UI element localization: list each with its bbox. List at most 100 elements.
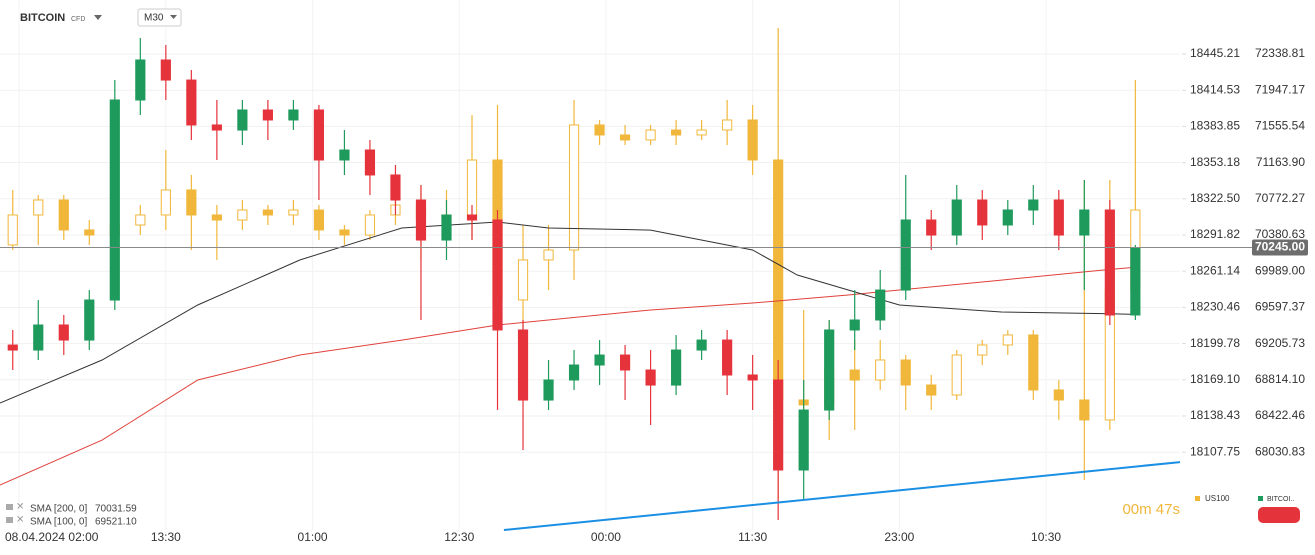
timeframe-select[interactable] — [137, 8, 182, 27]
candle-body — [543, 249, 554, 261]
candle-body — [466, 214, 478, 221]
candle-body — [186, 189, 197, 216]
candle-body — [696, 129, 707, 136]
candle-body — [1104, 209, 1115, 316]
candle-body — [58, 324, 69, 341]
candle-body — [313, 209, 325, 231]
candle-body — [1053, 199, 1064, 236]
timeframe[interactable]: M30 — [144, 13, 164, 24]
sma-line — [0, 221, 1136, 404]
candle-body — [211, 214, 222, 221]
candle-body — [1028, 334, 1039, 391]
candle-body — [1130, 247, 1141, 316]
x-tick-label: 11:30 — [738, 530, 767, 544]
candle-body — [543, 379, 554, 401]
candle-body — [1079, 209, 1090, 236]
candle-body — [313, 109, 325, 161]
candle-body — [926, 219, 937, 236]
axes: 72338.81 71947.17 71555.54 71163.90 70772.27… — [0, 46, 1308, 544]
candle-body — [160, 59, 171, 81]
candle-body — [849, 319, 860, 331]
y-tick-label: 72338.81 — [1255, 46, 1305, 60]
y2-tick-label: 18107.75 — [1190, 444, 1240, 458]
trendline — [503, 461, 1181, 531]
candle-body — [773, 379, 784, 471]
candle-body — [492, 219, 503, 331]
x-tick-label: 13:30 — [151, 530, 181, 544]
toolbar: BITCOIN CFD M30 — [20, 8, 182, 27]
candle-body — [262, 209, 273, 216]
candle-body — [926, 384, 937, 396]
y-tick-label: 71947.17 — [1255, 82, 1305, 96]
candle-body — [1002, 209, 1013, 226]
indicator-value: 69521.10 — [95, 517, 137, 528]
candle-body — [33, 324, 44, 351]
candle-body — [135, 59, 146, 101]
indicator-name: SMA [100, 0] — [30, 517, 87, 528]
candle-body — [109, 99, 120, 301]
indicator-name: SMA [200, 0] — [30, 504, 87, 515]
indicator-close[interactable]: ✕ — [16, 502, 24, 513]
y2-tick-label: 18291.82 — [1190, 227, 1240, 241]
candle-body — [849, 369, 860, 381]
x-tick-label: 08.04.2024 02:00 — [5, 530, 99, 544]
indicator-icon[interactable] — [6, 504, 13, 510]
candle-timer: 00m 47s — [1122, 501, 1180, 518]
grid — [0, 0, 1180, 530]
candle-body — [568, 124, 580, 251]
candle-body — [977, 344, 988, 356]
y2-tick-label: 18230.46 — [1190, 300, 1240, 314]
candle-body — [135, 214, 146, 226]
y2-tick-label: 18322.50 — [1190, 191, 1240, 205]
plot-area — [0, 27, 1181, 531]
x-tick-label: 12:30 — [444, 530, 474, 544]
candle-body — [339, 149, 350, 161]
candle-body — [671, 349, 682, 386]
x-tick-label: 00:00 — [591, 530, 621, 544]
indicator-legend: ✕ SMA [200, 0] 70031.59 ✕ SMA [100, 0] 6… — [6, 502, 137, 528]
candle-body — [747, 374, 758, 381]
y-tick-label: 69205.73 — [1255, 336, 1305, 350]
candle-body — [671, 129, 682, 136]
candle-body — [875, 359, 886, 381]
indicator-close[interactable]: ✕ — [16, 515, 24, 526]
y-tick-label: 71163.90 — [1256, 155, 1305, 169]
x-tick-label: 23:00 — [884, 530, 914, 544]
candle-body — [951, 199, 962, 236]
y2-tick-label: 18138.43 — [1190, 408, 1240, 422]
y2-tick-label: 18383.85 — [1190, 119, 1240, 133]
legend-swatch — [1195, 496, 1200, 501]
y-tick-label: 68814.10 — [1255, 372, 1305, 386]
y-tick-label: 69989.00 — [1255, 263, 1305, 277]
sell-button[interactable] — [1258, 507, 1300, 523]
y2-tick-label: 18445.21 — [1190, 46, 1240, 60]
candle-body — [1028, 199, 1039, 211]
candle-body — [977, 199, 988, 226]
candle-body — [84, 299, 95, 341]
x-tick-label: 10:30 — [1031, 530, 1061, 544]
y-tick-label: 68030.83 — [1255, 444, 1305, 458]
y2-tick-label: 18414.53 — [1190, 82, 1240, 96]
dropdown-caret[interactable] — [94, 15, 102, 20]
symbol-type: CFD — [71, 16, 85, 23]
candle-body — [339, 229, 350, 236]
candle-body — [594, 354, 605, 366]
y-tick-label: 71555.54 — [1255, 119, 1305, 133]
y2-tick-label: 18169.10 — [1190, 372, 1240, 386]
candle-body — [645, 369, 656, 386]
dropdown-caret[interactable] — [170, 15, 177, 19]
legend-label[interactable]: BITCOI.. — [1267, 496, 1294, 503]
candle-body — [84, 229, 95, 236]
last-price-box — [1252, 239, 1308, 256]
candle-body — [1053, 389, 1064, 401]
symbol[interactable]: BITCOIN — [20, 12, 65, 24]
candle-body — [364, 214, 376, 236]
indicator-icon[interactable] — [6, 517, 13, 523]
candle-body — [568, 364, 580, 381]
legend-label[interactable]: US100 — [1205, 494, 1230, 503]
candle-body — [900, 359, 911, 386]
x-tick-label: 01:00 — [298, 530, 328, 544]
candle-body — [211, 124, 222, 131]
candle-body — [696, 339, 707, 351]
